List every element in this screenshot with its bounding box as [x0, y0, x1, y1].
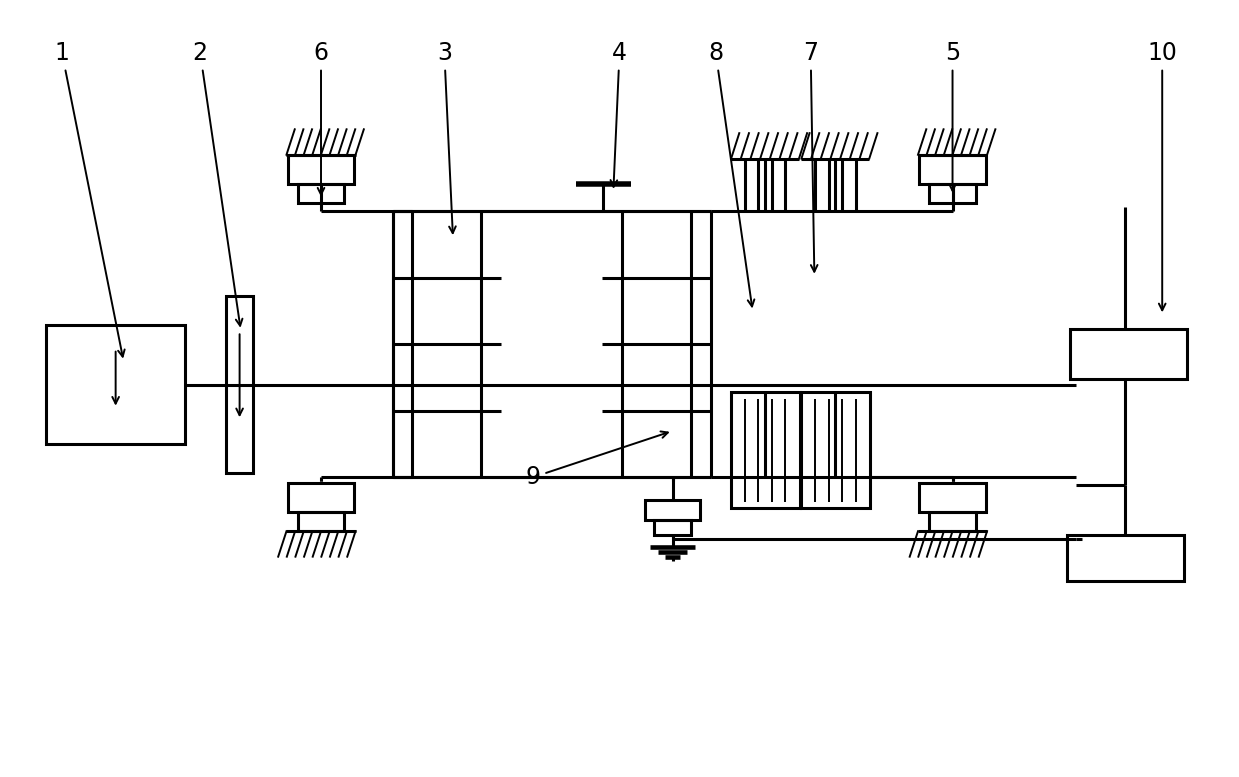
Text: 2: 2	[192, 41, 243, 326]
Bar	[919, 483, 986, 512]
Text: 5: 5	[945, 41, 960, 190]
Bar	[919, 155, 986, 184]
Text: 9: 9	[525, 431, 668, 490]
Bar	[287, 155, 354, 184]
Text: 4: 4	[611, 41, 627, 186]
Bar	[287, 483, 354, 512]
Bar	[297, 512, 344, 531]
Bar	[1067, 535, 1183, 581]
Bar	[800, 392, 870, 508]
Text: 8: 8	[709, 41, 755, 306]
Text: 1: 1	[55, 41, 125, 357]
Bar	[297, 184, 344, 204]
Bar	[654, 520, 691, 535]
Bar	[929, 184, 976, 204]
Text: 10: 10	[1147, 41, 1177, 310]
Text: 6: 6	[313, 41, 328, 194]
Bar	[646, 500, 700, 520]
Bar	[46, 325, 186, 444]
Bar	[1069, 329, 1187, 379]
Bar	[731, 392, 799, 508]
Text: 3: 3	[437, 41, 456, 233]
Text: 7: 7	[803, 41, 818, 272]
Bar	[929, 512, 976, 531]
Bar	[225, 296, 253, 473]
